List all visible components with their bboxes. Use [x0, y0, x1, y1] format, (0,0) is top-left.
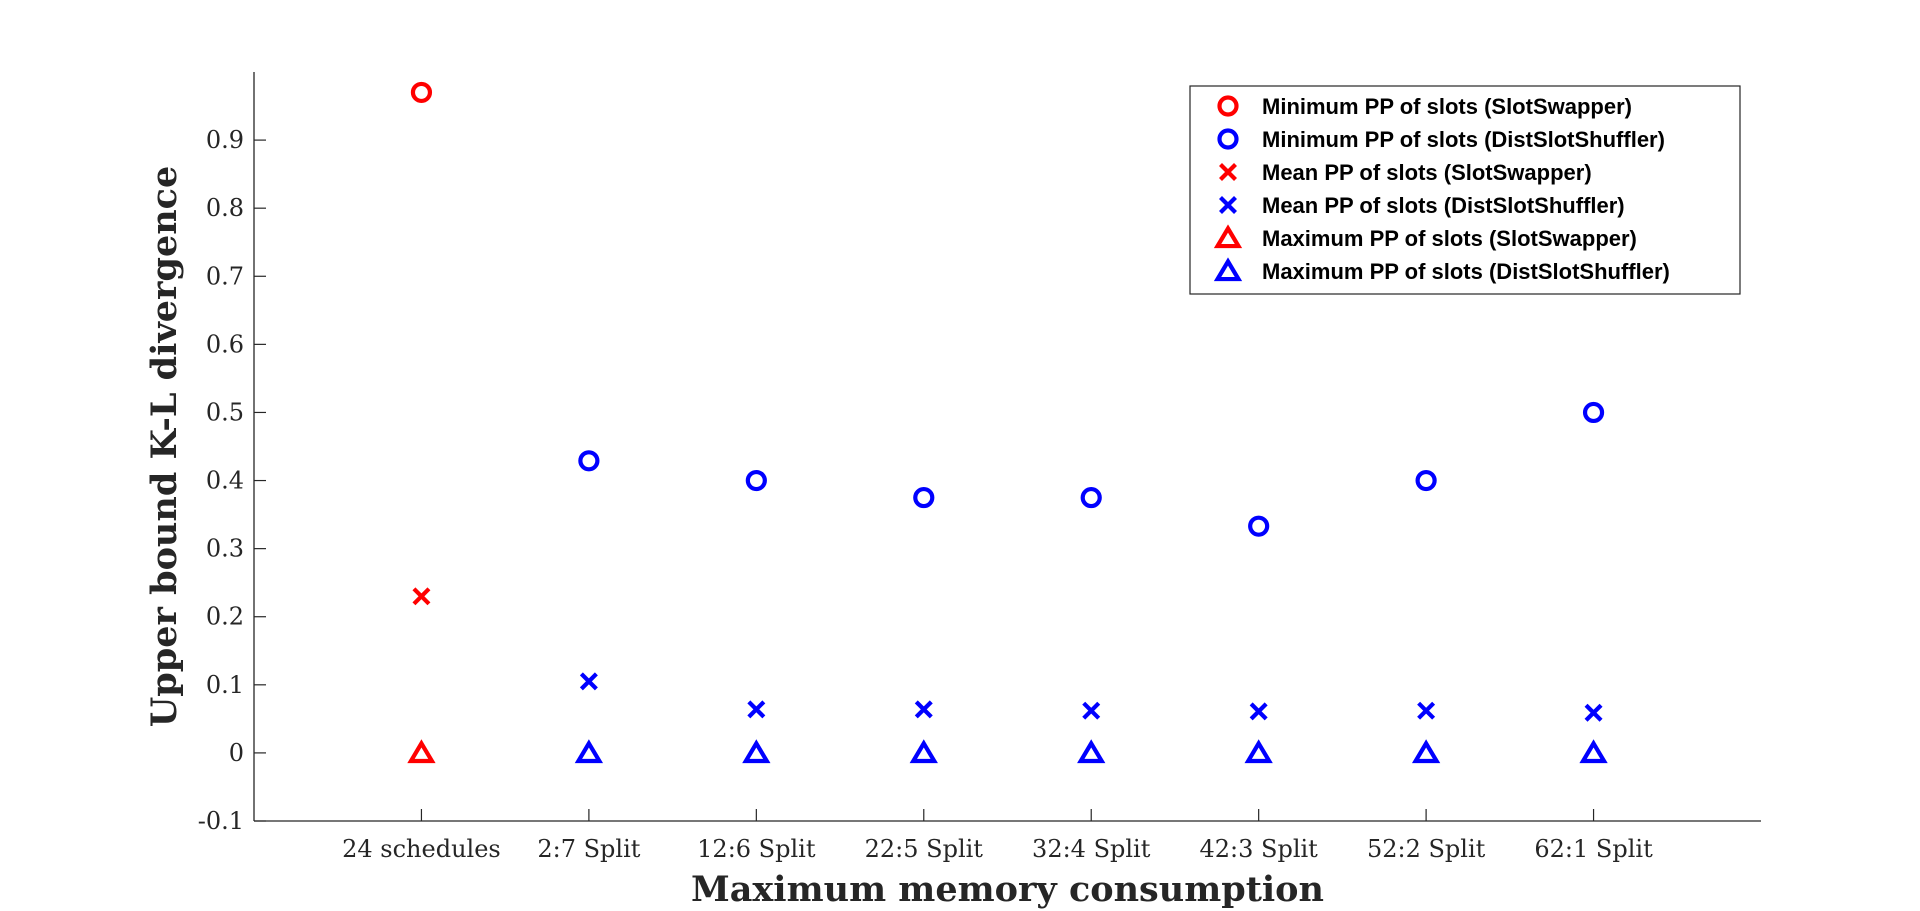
legend-entry-label: Minimum PP of slots (SlotSwapper): [1262, 94, 1632, 119]
y-tick-label: 0.9: [206, 126, 244, 154]
x-tick-label: 42:3 Split: [1200, 835, 1319, 863]
x-point: [914, 700, 933, 719]
circle-point: [1248, 515, 1270, 537]
triangle-point: [1244, 739, 1273, 764]
x-point: [1417, 701, 1436, 720]
axes: [253, 72, 1761, 822]
x-axis-ticks: 24 schedules 2:7 Split 12:6 Split 22:5 Spli…: [342, 809, 1653, 863]
legend-triangle-marker: [1213, 224, 1243, 249]
x-tick-label: 32:4 Split: [1032, 835, 1151, 863]
x-point: [1082, 701, 1101, 720]
y-tick-label: 0: [229, 739, 244, 767]
triangle-point: [909, 739, 938, 764]
circle-point: [410, 81, 433, 104]
circle-point: [913, 486, 935, 509]
x-point: [579, 672, 598, 691]
y-tick-label: 0.1: [206, 671, 244, 699]
y-tick-label: 0.8: [206, 194, 244, 222]
x-tick-label: 62:1 Split: [1534, 835, 1653, 863]
legend-entry-label: Mean PP of slots (DistSlotShuffler): [1262, 193, 1625, 218]
x-tick-label: 12:6 Split: [697, 835, 816, 863]
data-marks: [407, 81, 1608, 764]
legend-entry-label: Maximum PP of slots (DistSlotShuffler): [1262, 259, 1670, 284]
legend-entry-label: Mean PP of slots (SlotSwapper): [1262, 160, 1592, 185]
circle-point: [578, 450, 600, 472]
y-tick-label: 0.6: [206, 330, 244, 358]
y-axis-title: Upper bound K-L divergence: [144, 166, 185, 728]
triangle-point: [1579, 739, 1608, 764]
legend-x-marker: [1219, 196, 1237, 214]
y-axis-ticks: -0.1 0 0.1 0.2 0.3 0.4 0.5 0.6 0.7 0.8 0.9: [198, 126, 266, 835]
circle-point: [745, 469, 767, 492]
circle-point: [1080, 486, 1102, 509]
x-point: [747, 700, 766, 719]
legend-circle-marker: [1217, 128, 1239, 150]
x-tick-label: 22:5 Split: [865, 835, 984, 863]
y-tick-label: 0.4: [206, 467, 244, 495]
triangle-point: [742, 739, 771, 764]
y-tick-label: 0.5: [206, 398, 244, 426]
circle-point: [1415, 469, 1437, 492]
legend: Minimum PP of slots (SlotSwapper) Minimum…: [1189, 85, 1741, 295]
triangle-point: [574, 739, 604, 764]
y-tick-label: 0.7: [206, 262, 244, 290]
triangle-point: [1077, 739, 1106, 764]
y-tick-label: 0.3: [206, 535, 244, 563]
legend-entry-label: Minimum PP of slots (DistSlotShuffler): [1262, 127, 1665, 152]
y-tick-label: 0.2: [206, 603, 244, 631]
triangle-point: [1411, 739, 1441, 764]
triangle-point: [407, 739, 436, 764]
x-tick-label: 2:7 Split: [537, 835, 640, 863]
x-tick-label: 52:2 Split: [1367, 835, 1486, 863]
legend-triangle-marker: [1213, 257, 1243, 282]
circle-point: [1582, 401, 1605, 424]
y-tick-label: -0.1: [198, 807, 244, 835]
x-axis-title: Maximum memory consumption: [691, 869, 1324, 910]
legend-circle-marker: [1217, 95, 1239, 117]
legend-entry-label: Maximum PP of slots (SlotSwapper): [1262, 226, 1637, 251]
x-point: [1584, 703, 1603, 722]
x-tick-label: 24 schedules: [342, 835, 501, 863]
x-point: [1249, 702, 1268, 721]
legend-box: [1189, 85, 1741, 295]
x-point: [412, 587, 431, 606]
legend-x-marker: [1219, 163, 1237, 181]
